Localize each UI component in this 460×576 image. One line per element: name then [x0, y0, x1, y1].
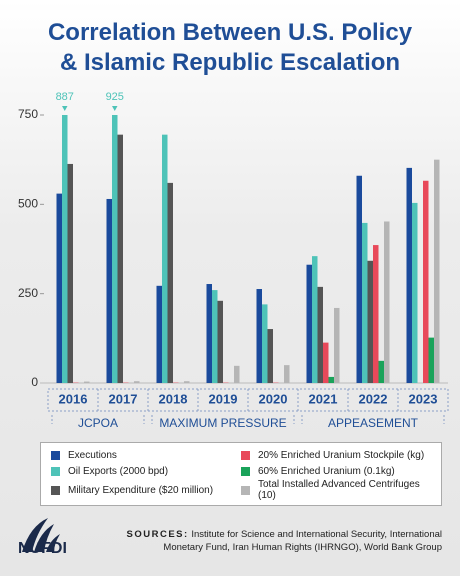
- bar: [267, 329, 273, 383]
- legend-swatch: [51, 485, 60, 495]
- bar: [62, 115, 68, 383]
- legend-item: 60% Enriched Uranium (0.1kg): [241, 463, 431, 479]
- bar: [384, 221, 390, 383]
- legend-swatch: [241, 466, 250, 476]
- bar: [284, 365, 290, 383]
- y-tick-label: 750: [18, 107, 38, 121]
- x-tick-label: 2021: [309, 391, 338, 406]
- bar: [378, 360, 384, 383]
- x-tick-label: 2019: [209, 391, 238, 406]
- bar: [423, 180, 429, 383]
- group-label: JCPOA: [78, 416, 118, 430]
- bar: [162, 134, 168, 383]
- bar: [117, 134, 123, 383]
- bar: [206, 284, 212, 383]
- bar: [217, 300, 223, 383]
- legend-item: Oil Exports (2000 bpd): [51, 463, 241, 479]
- bar: [134, 381, 140, 383]
- bar: [328, 376, 334, 383]
- x-tick-label: 2018: [159, 391, 188, 406]
- legend: Executions Oil Exports (2000 bpd) Military…: [40, 442, 442, 506]
- sources-text: Institute for Science and International …: [163, 529, 442, 553]
- legend-item: 20% Enriched Uranium Stockpile (kg): [241, 447, 431, 463]
- bar: [428, 337, 434, 383]
- bar: [84, 381, 90, 383]
- x-tick-label: 2017: [109, 391, 138, 406]
- bar: [67, 163, 73, 383]
- bar: [184, 381, 190, 383]
- value-label: 887: [56, 91, 74, 103]
- legend-swatch: [51, 466, 60, 476]
- bar: [412, 202, 418, 383]
- legend-swatch: [241, 485, 250, 495]
- x-tick-label: 2020: [259, 391, 288, 406]
- legend-label: Oil Exports (2000 bpd): [68, 465, 169, 477]
- legend-label: Total Installed Advanced Centrifuges (10…: [258, 479, 420, 501]
- bar: [262, 304, 268, 383]
- bar: [323, 342, 329, 383]
- chart-title: Correlation Between U.S. Policy & Islami…: [47, 19, 413, 76]
- legend-item: Executions: [51, 447, 241, 463]
- value-label: 925: [106, 91, 124, 103]
- bar: [367, 260, 373, 383]
- x-tick-label: 2023: [409, 391, 438, 406]
- group-label: APPEASEMENT: [328, 416, 419, 430]
- legend-item: Total Installed Advanced Centrifuges (10…: [241, 479, 431, 501]
- legend-item: Military Expenditure ($20 million): [51, 479, 241, 501]
- sources-label: SOURCES:: [126, 529, 189, 540]
- group-bracket: [301, 415, 445, 424]
- logo-icon: [22, 518, 60, 552]
- bar: [167, 182, 173, 383]
- bar: [362, 222, 368, 383]
- logo-text: NUFDI: [18, 540, 67, 557]
- legend-swatch: [241, 450, 250, 460]
- bar: [356, 175, 362, 383]
- bar: [406, 167, 412, 383]
- legend-label: Executions: [68, 449, 117, 461]
- group-bracket: [151, 415, 295, 424]
- legend-swatch: [51, 450, 60, 460]
- x-tick-label: 2022: [359, 391, 388, 406]
- legend-label: 60% Enriched Uranium (0.1kg): [258, 465, 395, 477]
- bar: [317, 286, 323, 383]
- bar: [334, 307, 340, 383]
- overflow-arrow: [112, 106, 118, 111]
- sources: SOURCES: Institute for Science and Inter…: [96, 528, 442, 554]
- x-tick-label: 2016: [59, 391, 88, 406]
- group-label: MAXIMUM PRESSURE: [159, 416, 286, 430]
- bar: [434, 159, 440, 383]
- legend-label: Military Expenditure ($20 million): [68, 484, 214, 496]
- legend-label: 20% Enriched Uranium Stockpile (kg): [258, 449, 425, 461]
- bar: [256, 289, 262, 383]
- y-tick-label: 0: [31, 375, 38, 389]
- bar: [106, 198, 112, 383]
- year-box: [47, 388, 449, 412]
- bar: [312, 256, 318, 383]
- bar: [112, 115, 118, 383]
- bar: [306, 264, 312, 383]
- overflow-arrow: [62, 106, 68, 111]
- bar: [56, 193, 62, 383]
- bar: [212, 290, 218, 383]
- bar: [156, 285, 162, 383]
- bar: [234, 365, 240, 383]
- y-tick-label: 500: [18, 197, 38, 211]
- bar: [373, 245, 379, 383]
- y-tick-label: 250: [18, 286, 38, 300]
- group-bracket: [51, 415, 145, 424]
